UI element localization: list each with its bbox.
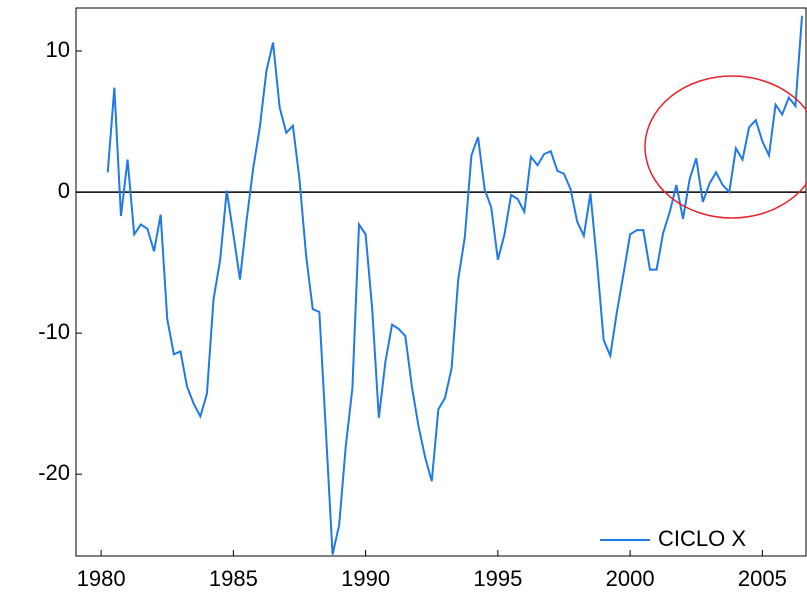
highlight-ellipse [644, 75, 807, 219]
y-tick-label: -20 [38, 460, 70, 485]
y-tick-label: -10 [38, 319, 70, 344]
x-tick-label: 1990 [341, 566, 390, 591]
x-tick-label: 2005 [738, 566, 787, 591]
legend-label: CICLO X [658, 526, 746, 551]
x-tick-label: 1985 [209, 566, 258, 591]
data-line [106, 15, 804, 555]
y-tick-label: 10 [46, 37, 70, 62]
y-tick-label: 0 [58, 178, 70, 203]
x-tick-label: 1980 [77, 566, 126, 591]
x-tick-label: 1995 [473, 566, 522, 591]
plot-frame [75, 7, 807, 557]
x-tick-label: 2000 [606, 566, 655, 591]
